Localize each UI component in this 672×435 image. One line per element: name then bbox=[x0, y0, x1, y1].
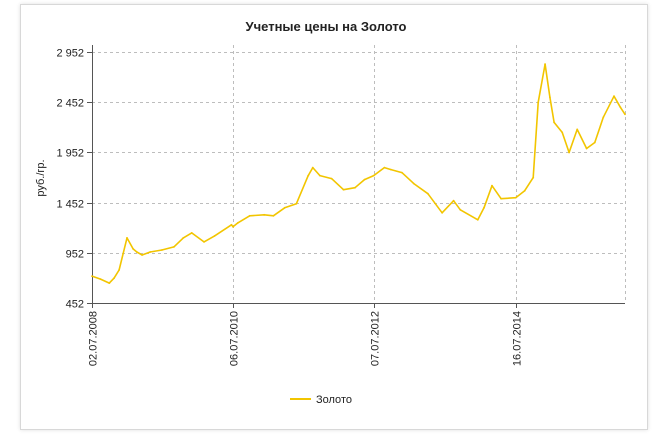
y-tick-label: 1 952 bbox=[56, 148, 84, 160]
data-point bbox=[330, 177, 333, 180]
x-tick-label: 02.07.2008 bbox=[88, 311, 100, 366]
data-point bbox=[232, 225, 234, 228]
y-tick-label: 452 bbox=[66, 299, 84, 311]
data-point bbox=[272, 214, 275, 217]
data-point bbox=[483, 206, 485, 209]
data-point bbox=[248, 214, 251, 217]
grid bbox=[92, 45, 626, 304]
data-point bbox=[190, 232, 193, 234]
data-point bbox=[161, 249, 163, 251]
y-tick-label: 2 952 bbox=[56, 48, 84, 60]
data-point bbox=[141, 254, 144, 256]
data-point bbox=[532, 176, 535, 179]
data-point bbox=[585, 147, 588, 150]
data-point bbox=[602, 116, 605, 119]
x-tick-label: 16.07.2014 bbox=[512, 311, 524, 366]
data-point bbox=[363, 178, 366, 181]
data-point bbox=[491, 184, 493, 187]
data-point bbox=[390, 168, 392, 171]
data-point bbox=[237, 221, 239, 224]
series-layer bbox=[91, 63, 626, 284]
data-point bbox=[549, 96, 551, 99]
data-point bbox=[624, 113, 626, 116]
data-point bbox=[561, 131, 564, 134]
data-point bbox=[182, 237, 185, 239]
data-point bbox=[553, 121, 555, 124]
tick-labels: 2 952 2 452 1 952 1 452 952 452 02.07.2008 06.0… bbox=[56, 48, 523, 367]
data-point bbox=[427, 192, 429, 195]
data-point bbox=[537, 101, 540, 104]
axes bbox=[87, 45, 625, 308]
legend[interactable]: Золото bbox=[290, 394, 352, 406]
data-point bbox=[441, 211, 443, 214]
data-point bbox=[135, 251, 138, 253]
y-axis-label: руб./гр. bbox=[35, 159, 47, 196]
data-point bbox=[401, 171, 403, 174]
data-point bbox=[295, 202, 298, 205]
data-point bbox=[99, 278, 102, 280]
data-point bbox=[118, 269, 120, 271]
data-point bbox=[108, 282, 111, 284]
data-point bbox=[319, 174, 321, 177]
x-tick-label: 06.07.2010 bbox=[229, 311, 241, 366]
data-point bbox=[149, 251, 152, 253]
y-tick-label: 952 bbox=[66, 249, 84, 261]
data-point bbox=[523, 189, 526, 192]
data-point bbox=[342, 188, 345, 191]
y-tick-label: 1 452 bbox=[56, 199, 84, 211]
data-point bbox=[213, 235, 216, 237]
data-point bbox=[354, 186, 356, 189]
data-point bbox=[126, 237, 128, 239]
data-point bbox=[132, 248, 135, 250]
data-point bbox=[203, 241, 205, 243]
x-tick-label: 07.07.2012 bbox=[370, 311, 382, 366]
data-point bbox=[372, 174, 375, 177]
data-point bbox=[593, 141, 596, 144]
data-point bbox=[412, 182, 415, 185]
data-point bbox=[452, 199, 455, 202]
data-point bbox=[514, 196, 517, 199]
data-point bbox=[263, 213, 266, 216]
data-point bbox=[311, 166, 314, 169]
data-point bbox=[619, 106, 622, 109]
data-point bbox=[459, 208, 462, 211]
data-point bbox=[568, 151, 570, 154]
data-point bbox=[230, 223, 233, 226]
data-point bbox=[113, 277, 115, 279]
data-point bbox=[613, 95, 615, 98]
data-point bbox=[576, 128, 579, 131]
y-tick-label: 2 452 bbox=[56, 98, 84, 110]
data-point bbox=[500, 197, 502, 200]
data-point bbox=[544, 63, 546, 65]
data-point bbox=[283, 206, 286, 209]
data-point bbox=[476, 218, 479, 221]
data-point bbox=[307, 174, 310, 177]
data-point bbox=[173, 246, 175, 248]
legend-label-gold: Золото bbox=[316, 394, 352, 406]
data-point bbox=[91, 275, 93, 277]
chart-title: Учетные цены на Золото bbox=[246, 19, 407, 34]
series-line-gold bbox=[91, 63, 626, 284]
data-point bbox=[383, 166, 386, 169]
